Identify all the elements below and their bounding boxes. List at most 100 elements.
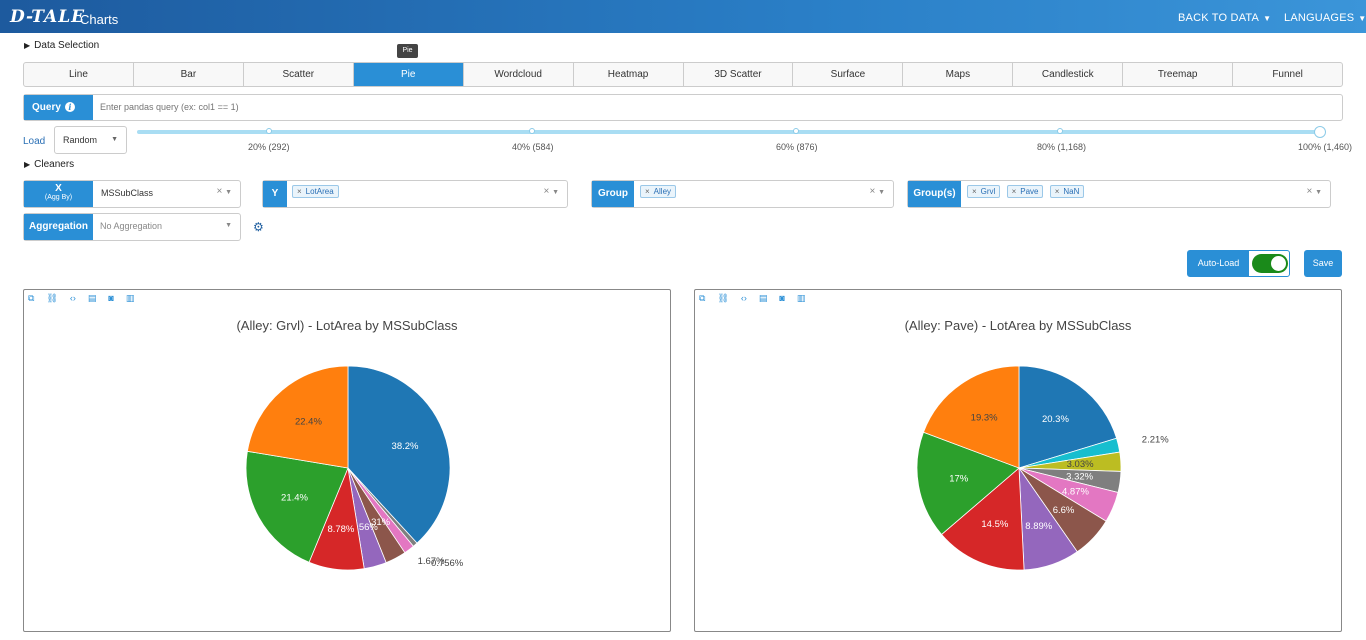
slider-mark[interactable]: [793, 128, 799, 134]
chevron-down-icon: ▼: [1263, 14, 1272, 23]
slice-label: 0.756%: [431, 558, 464, 569]
chevron-down-icon[interactable]: ▼: [1315, 189, 1322, 196]
slice-label: 21.4%: [281, 493, 308, 504]
remove-icon[interactable]: ×: [1011, 187, 1017, 196]
data-selection-toggle[interactable]: ▶ Data Selection: [24, 40, 99, 51]
cleaners-toggle[interactable]: ▶ Cleaners: [24, 159, 74, 170]
caret-right-icon: ▶: [24, 160, 31, 169]
slider-mark[interactable]: [529, 128, 535, 134]
aggregation-label: Aggregation: [24, 214, 93, 240]
chevron-down-icon[interactable]: ▼: [225, 189, 232, 196]
remove-icon[interactable]: ×: [297, 187, 302, 196]
chevron-down-icon[interactable]: ▼: [225, 222, 232, 229]
x-label: X: [55, 183, 62, 194]
slider-label: 100% (1,460): [1298, 142, 1353, 152]
clear-icon[interactable]: ×: [216, 186, 223, 197]
slice-label: 3.03%: [1067, 459, 1094, 470]
chip-label: Pave: [1020, 187, 1039, 196]
link-icon[interactable]: ⛓: [717, 293, 729, 303]
chip-nan: × NaN: [1049, 185, 1085, 198]
chart-type-tabs: Line Bar Scatter Pie Wordcloud Heatmap 3…: [23, 62, 1343, 87]
tab-maps[interactable]: Maps: [903, 63, 1014, 86]
remove-icon[interactable]: ×: [972, 187, 977, 196]
popup-icon[interactable]: ⧉: [699, 293, 706, 303]
tab-tooltip: Pie: [397, 44, 418, 58]
tab-bar[interactable]: Bar: [134, 63, 244, 86]
group-chips: × Alley: [640, 185, 680, 198]
tab-funnel[interactable]: Funnel: [1272, 69, 1303, 80]
pie-chart: 38.2% 0.756%1.67% 3.31%3.56%8.78% 21.4% 22.4…: [245, 365, 464, 571]
export-icon[interactable]: ▤: [87, 293, 97, 303]
camera-icon[interactable]: ◙: [108, 293, 114, 303]
chip-lotarea: × LotArea: [292, 185, 339, 198]
sample-slider-track[interactable]: [137, 130, 1325, 134]
data-selection-label: Data Selection: [34, 40, 100, 51]
back-to-data-button[interactable]: BACK TO DATA ▼: [1178, 12, 1271, 24]
tab-candlestick[interactable]: Candlestick: [1013, 63, 1124, 86]
gear-icon[interactable]: ⚙: [253, 220, 264, 234]
load-select[interactable]: Random ▼: [54, 126, 127, 154]
aggregation-select-value[interactable]: No Aggregation: [100, 221, 163, 231]
tab-wordcloud[interactable]: Wordcloud: [464, 63, 574, 86]
languages-button[interactable]: LANGUAGES ▼: [1284, 12, 1366, 24]
csv-icon[interactable]: ▥: [796, 293, 806, 303]
auto-load-toggle[interactable]: [1252, 254, 1288, 273]
tab-scatter[interactable]: Scatter: [244, 63, 354, 86]
pie-slice[interactable]: [941, 467, 1025, 571]
caret-right-icon: ▶: [24, 41, 31, 50]
pie-slice[interactable]: [1018, 365, 1118, 469]
query-label: Query: [32, 102, 61, 113]
slice-label: 3.56%: [351, 522, 378, 533]
clear-icon[interactable]: ×: [543, 186, 550, 197]
popup-icon[interactable]: ⧉: [28, 293, 35, 303]
tab-heatmap[interactable]: Heatmap: [574, 63, 684, 86]
chevron-down-icon[interactable]: ▼: [552, 189, 559, 196]
tab-treemap[interactable]: Treemap: [1123, 63, 1234, 86]
pie-slice[interactable]: [246, 365, 349, 469]
clear-icon[interactable]: ×: [1306, 186, 1313, 197]
slider-mark[interactable]: [1057, 128, 1063, 134]
auto-load-control: Auto-Load: [1187, 250, 1290, 277]
groups-label: Group(s): [908, 181, 961, 207]
query-input[interactable]: [100, 102, 700, 112]
tab-line[interactable]: Line: [24, 63, 134, 86]
code-icon[interactable]: ‹›: [740, 293, 747, 303]
clear-icon[interactable]: ×: [869, 186, 876, 197]
code-icon[interactable]: ‹›: [69, 293, 76, 303]
chart-panel-pave: ⧉ ⛓ ‹› ▤ ◙ ▥ (Alley: Pave) - LotArea by MSSub…: [694, 289, 1342, 632]
chip-label: Grvl: [980, 187, 996, 196]
info-icon[interactable]: i: [64, 102, 75, 112]
x-select-value[interactable]: MSSubClass: [101, 188, 154, 198]
app-logo[interactable]: D-TALE: [10, 7, 86, 27]
tab-pie[interactable]: Pie: [353, 63, 464, 86]
slice-label: 6.6%: [1053, 505, 1075, 516]
export-icon[interactable]: ▤: [758, 293, 768, 303]
pie-slice[interactable]: [347, 365, 451, 544]
x-field: X (Agg By) MSSubClass × ▼: [23, 180, 241, 208]
pie-slice[interactable]: [245, 450, 349, 563]
remove-icon[interactable]: ×: [645, 187, 650, 196]
slider-label: 80% (1,168): [1037, 142, 1087, 152]
slice-label: 2.21%: [1142, 435, 1169, 446]
y-field: Y × LotArea × ▼: [262, 180, 568, 208]
chip-alley: × Alley: [640, 185, 677, 198]
pie-slice[interactable]: [922, 365, 1020, 469]
link-icon[interactable]: ⛓: [46, 293, 58, 303]
chip-pave: × Pave: [1006, 185, 1044, 198]
camera-icon[interactable]: ◙: [779, 293, 785, 303]
slider-mark[interactable]: [266, 128, 272, 134]
y-select-controls: × ▼: [543, 186, 559, 197]
tab-surface[interactable]: Surface: [793, 63, 904, 86]
csv-icon[interactable]: ▥: [125, 293, 135, 303]
pie-slice[interactable]: [916, 431, 1020, 536]
aggregation-select-controls: ▼: [225, 219, 232, 230]
chart-title: (Alley: Pave) - LotArea by MSSubClass: [904, 318, 1132, 333]
chip-label: LotArea: [305, 187, 334, 196]
save-button[interactable]: Save: [1304, 250, 1342, 277]
slider-handle[interactable]: [1314, 126, 1326, 138]
tab-3d-scatter[interactable]: 3D Scatter: [684, 63, 794, 86]
groups-chips: × Grvl × Pave × NaN: [967, 185, 1088, 198]
remove-icon[interactable]: ×: [1054, 187, 1060, 196]
chevron-down-icon: ▼: [111, 136, 118, 143]
chevron-down-icon[interactable]: ▼: [878, 189, 885, 196]
